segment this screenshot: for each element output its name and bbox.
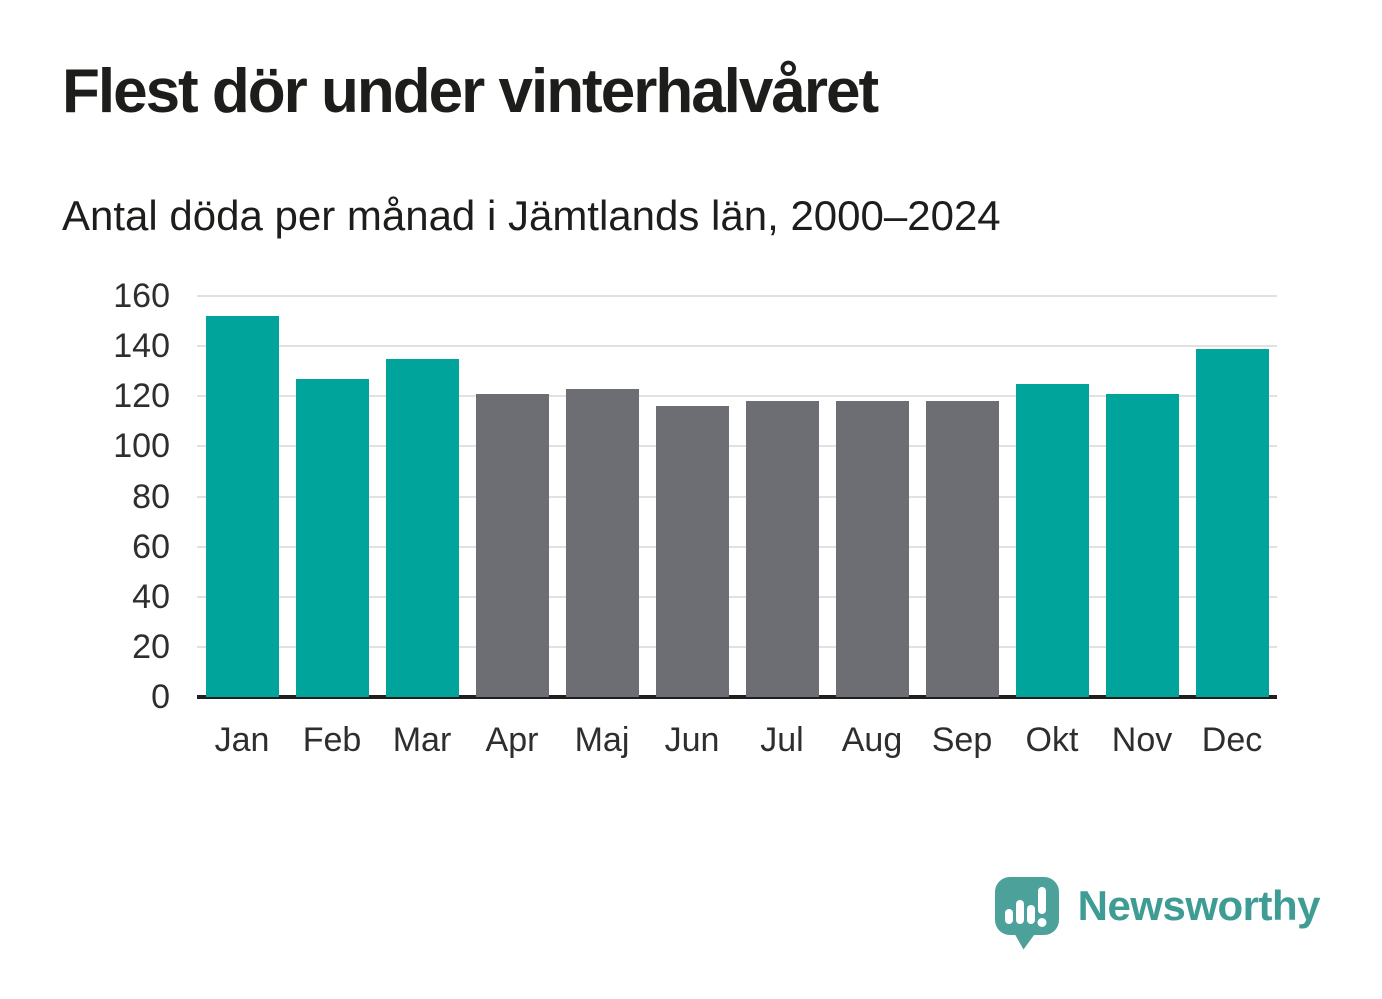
bar-nov [1105, 393, 1179, 697]
gridline-140 [197, 345, 1277, 348]
x-axis-line [197, 695, 1277, 699]
x-tick-label-maj: Maj [574, 721, 630, 759]
bar-sep [925, 401, 999, 697]
plot-area [197, 295, 1277, 699]
gridline-20 [197, 645, 1277, 648]
y-tick-label-140: 140 [113, 327, 170, 366]
bar-jul [745, 401, 819, 697]
x-tick-label-apr: Apr [485, 721, 539, 759]
y-tick-label-80: 80 [132, 477, 170, 516]
bar-jan [205, 316, 279, 697]
brand-name: Newsworthy [1077, 882, 1321, 929]
gridline-80 [197, 495, 1277, 498]
y-tick-label-160: 160 [113, 277, 170, 315]
y-tick-label-100: 100 [113, 427, 170, 466]
x-tick-label-dec: Dec [1201, 721, 1263, 759]
bar-aug [835, 401, 909, 697]
newsworthy-speech-bubble-chart-icon [994, 877, 1059, 950]
x-tick-label-mar: Mar [392, 721, 452, 759]
chart-title: Flest dör under vinterhalvåret [62, 57, 879, 126]
x-tick-label-jun: Jun [664, 721, 720, 759]
x-tick-label-feb: Feb [302, 721, 362, 759]
bar-dec [1195, 348, 1269, 697]
gridline-40 [197, 595, 1277, 598]
bar-apr [475, 393, 549, 697]
bar-maj [565, 388, 639, 697]
newsworthy-logo[interactable]: Newsworthy [994, 876, 1321, 950]
x-tick-label-okt: Okt [1025, 721, 1079, 759]
gridline-60 [197, 545, 1277, 548]
bar-mar [385, 358, 459, 697]
x-tick-label-nov: Nov [1111, 721, 1173, 759]
y-tick-label-60: 60 [132, 527, 170, 566]
y-tick-label-120: 120 [113, 377, 170, 416]
gridline-100 [197, 445, 1277, 448]
bar-feb [295, 378, 369, 697]
gridline-160 [197, 295, 1277, 297]
y-tick-label-0: 0 [151, 678, 170, 716]
x-tick-label-jul: Jul [760, 721, 804, 759]
bar-chart: 0 20 40 60 80 100 120 140 160 Jan Feb Mar Apr Maj Jun… [0, 277, 1382, 816]
y-tick-label-40: 40 [132, 577, 170, 616]
y-tick-label-20: 20 [132, 627, 170, 666]
x-tick-label-sep: Sep [931, 721, 993, 759]
bar-jun [655, 406, 729, 697]
gridline-120 [197, 395, 1277, 398]
chart-subtitle: Antal döda per månad i Jämtlands län, 20… [62, 192, 1001, 239]
bar-okt [1015, 383, 1089, 697]
x-tick-label-jan: Jan [214, 721, 270, 759]
x-tick-label-aug: Aug [841, 721, 903, 759]
